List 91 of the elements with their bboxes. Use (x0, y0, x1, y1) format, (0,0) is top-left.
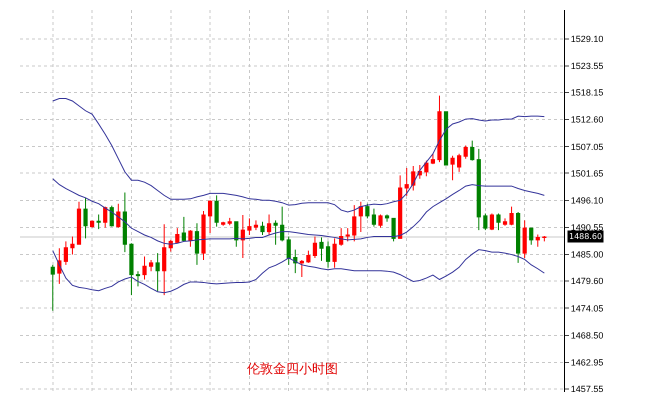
candlestick (103, 206, 108, 228)
y-tick-label: 1457.55 (570, 384, 604, 394)
candlestick (470, 140, 474, 162)
candlestick (418, 164, 422, 180)
ref-line-label: 1488.60 (569, 232, 602, 241)
candlestick (437, 95, 442, 163)
line-series (52, 98, 545, 213)
candlestick (300, 259, 304, 278)
candlestick (64, 240, 68, 266)
candlestick (274, 220, 278, 246)
candlestick (306, 250, 310, 264)
candlestick (260, 221, 265, 236)
candlestick (234, 220, 238, 248)
candlestick (372, 208, 376, 228)
candlestick (490, 212, 494, 231)
candlestick (247, 218, 252, 236)
candlestick (254, 220, 258, 231)
y-tick-label: 1485.00 (570, 250, 604, 260)
candlestick (476, 148, 481, 231)
candlestick (76, 201, 82, 246)
y-tick-label: 1507.05 (570, 142, 604, 152)
candlestick (96, 214, 101, 230)
candlestick (286, 236, 291, 266)
candlestick (122, 192, 127, 253)
candlestick (201, 210, 206, 260)
candlestick (156, 252, 160, 292)
candlestick (110, 205, 114, 228)
candlestick (312, 236, 318, 258)
candlestick (444, 111, 448, 166)
candlestick (136, 270, 140, 287)
line-series (52, 178, 545, 245)
line-series (52, 249, 545, 294)
candlestick (483, 212, 488, 231)
candlestick (70, 236, 75, 256)
candlestick (542, 235, 546, 242)
y-tick-label: 1501.65 (570, 168, 604, 178)
candlestick (378, 214, 383, 228)
candlestick (496, 212, 501, 231)
candlestick (142, 256, 147, 280)
candlestick (332, 238, 337, 268)
candlestick (502, 218, 508, 226)
candlestick (391, 217, 396, 242)
y-tick-label: 1462.95 (570, 358, 604, 368)
candlestick (352, 204, 356, 242)
candlestick (339, 228, 344, 246)
candlestick (365, 203, 370, 219)
candlestick (464, 144, 468, 160)
candlestick (182, 216, 186, 242)
candlestick (509, 206, 514, 226)
candlestick (430, 153, 436, 165)
candlestick (457, 153, 462, 172)
candlestick (129, 242, 134, 296)
y-tick-label: 1490.55 (570, 222, 604, 233)
candlestick (50, 264, 55, 312)
candlestick (358, 201, 363, 233)
y-tick-label: 1479.60 (570, 276, 604, 286)
candlestick (384, 214, 390, 222)
candlestick (148, 259, 154, 272)
candlestick (194, 222, 200, 266)
candlestick (522, 220, 527, 258)
y-tick-label: 1496.10 (570, 195, 604, 206)
candlestick (208, 200, 212, 234)
candlestick (529, 227, 534, 246)
candlestick (293, 249, 298, 274)
candlestick (536, 234, 540, 248)
candlestick (424, 160, 428, 177)
candlestick (346, 228, 350, 242)
candlestick (162, 224, 166, 296)
candlestick (228, 217, 232, 226)
candlestick (319, 236, 324, 262)
candlestick (450, 155, 455, 181)
candlestick (326, 240, 330, 268)
candlestick (280, 206, 284, 242)
candlestick (411, 166, 416, 191)
candlestick (516, 212, 520, 264)
candlestick (398, 174, 402, 240)
y-tick-label: 1523.55 (570, 61, 604, 72)
candlestick (214, 194, 219, 228)
y-tick-label: 1468.50 (570, 330, 604, 340)
y-tick-label: 1529.10 (570, 34, 604, 44)
candlestick (240, 214, 245, 258)
y-tick-label: 1474.05 (570, 303, 604, 314)
candlestick (175, 228, 180, 244)
candlestick (266, 214, 272, 235)
text: 伦敦金四小时图 (247, 362, 338, 377)
candlestick (188, 230, 193, 248)
y-tick-label: 1518.15 (570, 88, 604, 98)
candlestick (116, 203, 120, 228)
candlestick (83, 197, 88, 239)
candlestick (404, 167, 409, 196)
y-tick-label: 1512.60 (570, 114, 604, 125)
